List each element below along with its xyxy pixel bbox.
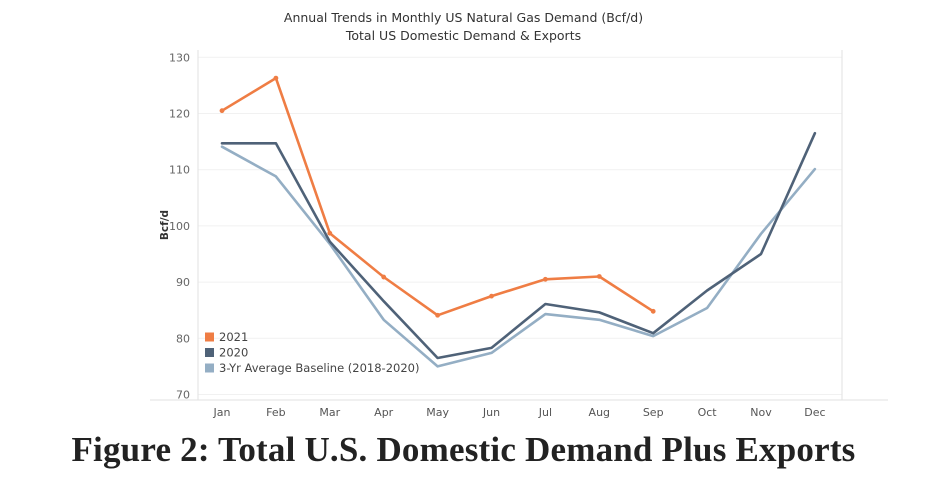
legend-label: 2020 [219,346,248,360]
y-tick-label: 110 [169,164,190,177]
gridlines [198,56,842,395]
y-tick-label: 120 [169,108,190,121]
data-point [219,108,225,114]
y-tick-label: 90 [176,276,190,289]
x-tick-label: Jul [538,406,552,419]
x-tick-label: Jan [213,406,231,419]
legend-label: 3-Yr Average Baseline (2018-2020) [219,361,419,375]
x-tick-label: Mar [319,406,340,419]
x-tick-label: Feb [266,406,285,419]
data-point [273,75,279,81]
legend-swatch [205,332,214,342]
chart-subtitle: Total US Domestic Demand & Exports [345,28,582,43]
legend-label: 2021 [219,330,248,344]
series-line-2020 [220,131,817,360]
legend-swatch [205,363,214,373]
y-tick-label: 70 [176,389,190,402]
y-tick-label: 80 [176,332,190,345]
x-tick-label: May [426,406,449,419]
data-point [489,293,494,299]
x-tick-label: Sep [643,406,664,419]
x-tick-label: Jun [482,406,500,419]
line-chart: 70 80 90 100 110 120 130 Bcf/d Jan Feb Mar Apr May Ju… [150,50,888,419]
data-point [327,230,333,236]
data-point [650,308,656,314]
axes: 70 80 90 100 110 120 130 Bcf/d Jan Feb Mar Apr May Ju… [150,50,888,419]
x-tick-label: Oct [698,406,718,419]
data-point [435,312,440,318]
x-tick-label: Dec [804,406,825,419]
data-point [543,276,548,282]
x-tick-label: Aug [589,406,610,419]
data-point [596,274,602,279]
x-tick-label: Nov [750,406,772,419]
y-axis-title: Bcf/d [159,210,171,240]
figure-caption: Figure 2: Total U.S. Domestic Demand Plu… [71,430,856,469]
series-line-3-yr-average-baseline-2018-2020 [220,145,817,368]
x-tick-label: Apr [374,406,394,419]
y-tick-label: 100 [169,220,190,233]
data-point [381,274,387,280]
chart-title: Annual Trends in Monthly US Natural Gas … [283,10,644,25]
y-tick-label: 130 [169,51,190,64]
series-lines [219,75,817,368]
legend-swatch [205,348,214,357]
